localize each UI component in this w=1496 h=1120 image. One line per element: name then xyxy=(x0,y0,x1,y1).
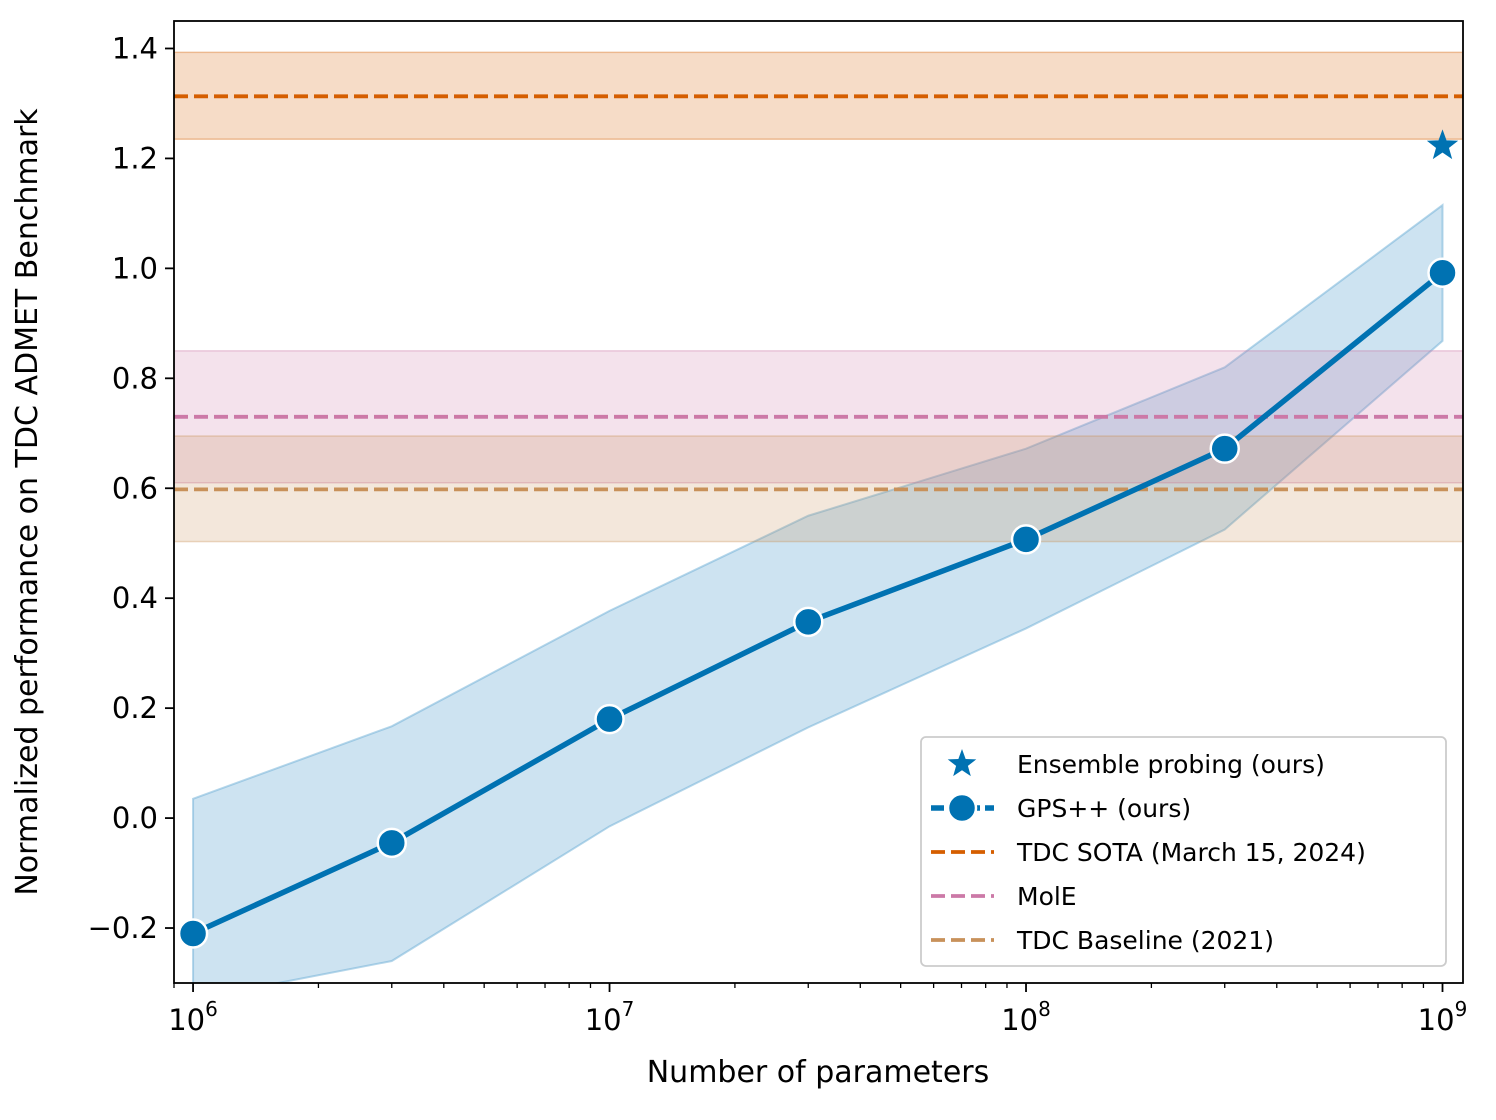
x-tick-label: 108 xyxy=(1001,997,1051,1037)
x-axis: 106 107 108 109 xyxy=(168,983,1467,1037)
x-tick-label: 109 xyxy=(1418,997,1468,1037)
legend-marker-icon xyxy=(946,792,978,824)
gps-point xyxy=(376,827,408,859)
ensemble-star xyxy=(1426,129,1459,160)
y-tick-label: 0.6 xyxy=(112,471,158,505)
legend-label: MolE xyxy=(1017,882,1077,911)
y-tick-label: −0.2 xyxy=(88,911,158,945)
legend-star-icon xyxy=(947,749,977,777)
gps-point xyxy=(1010,524,1042,555)
legend-label: TDC SOTA (March 15, 2024) xyxy=(1016,838,1366,867)
legend: Ensemble probing (ours) GPS++ (ours) TDC S… xyxy=(920,736,1447,967)
y-tick-label: 0.2 xyxy=(112,691,158,725)
x-tick-label: 106 xyxy=(168,997,218,1037)
y-axis-label: Normalized performance on TDC ADMET Benc… xyxy=(10,108,45,896)
y-tick-label: 1.4 xyxy=(112,31,158,65)
gps-point xyxy=(594,703,625,735)
legend-label: GPS++ (ours) xyxy=(1017,794,1191,823)
gps-confidence-band xyxy=(192,203,1444,983)
plot-frame xyxy=(173,20,1464,984)
gps-point xyxy=(177,918,209,949)
legend-label: Ensemble probing (ours) xyxy=(1017,750,1325,779)
y-tick-label: 1.0 xyxy=(112,251,158,285)
y-tick-label: 0.0 xyxy=(112,801,158,835)
legend-box xyxy=(920,736,1447,967)
y-tick-label: 0.4 xyxy=(112,581,158,615)
y-axis: −0.2 0.0 0.2 0.4 0.6 0.8 1.0 1.2 1.4 xyxy=(88,31,174,945)
data-markers xyxy=(177,129,1459,949)
confidence-bands xyxy=(174,51,1463,983)
tdc-baseline-2021-band xyxy=(174,435,1463,543)
gps-point xyxy=(1209,433,1240,464)
y-tick-label: 0.8 xyxy=(112,361,158,395)
gps-point xyxy=(793,606,824,638)
x-tick-label: 107 xyxy=(585,997,635,1037)
reference-lines xyxy=(174,94,1463,492)
legend-label: TDC Baseline (2021) xyxy=(1016,926,1274,955)
gps-point xyxy=(1427,257,1458,289)
x-axis-label: Number of parameters xyxy=(647,1055,990,1090)
y-tick-label: 1.2 xyxy=(112,141,158,175)
